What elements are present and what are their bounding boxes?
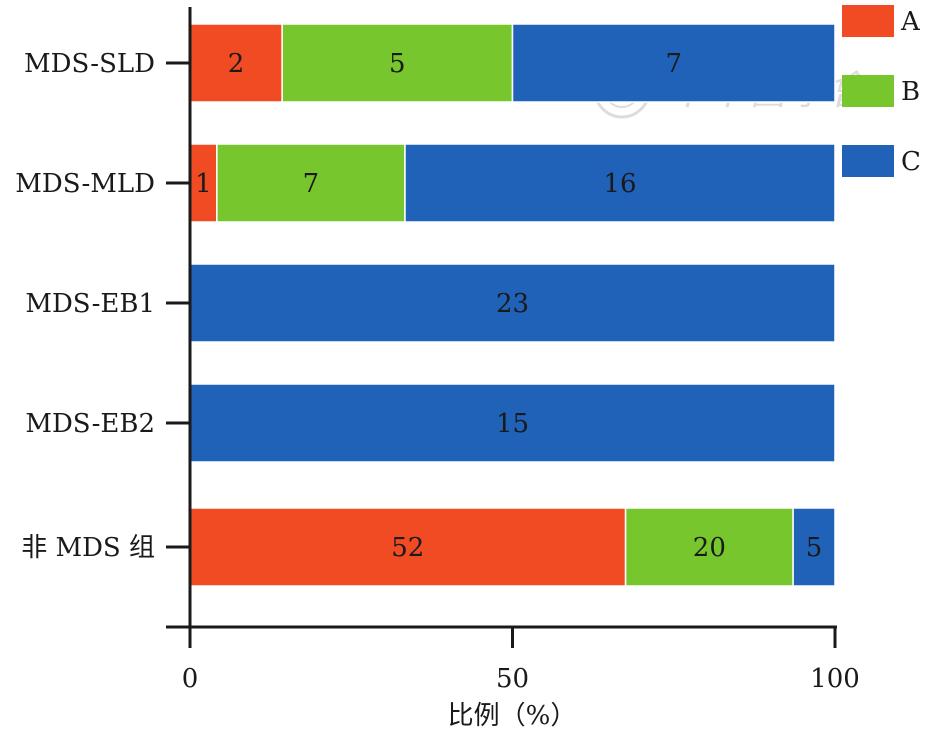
segment-label-c-5: 5 <box>806 533 823 563</box>
x-tick-label-0: 0 <box>182 664 199 694</box>
category-label-5: 非 MDS 组 <box>21 533 155 563</box>
bar-segment-b-2 <box>216 143 406 223</box>
bar-segment-c-5 <box>792 507 836 587</box>
legend-swatch-b <box>842 75 894 107</box>
bar-segment-a-5 <box>189 507 627 587</box>
segment-label-a-1: 2 <box>228 49 245 79</box>
x-axis-title: 比例（%） <box>448 701 577 731</box>
category-label-1: MDS-SLD <box>24 49 155 79</box>
segment-label-b-5: 20 <box>693 533 726 563</box>
segment-label-b-2: 7 <box>303 169 320 199</box>
segment-label-b-1: 5 <box>389 49 406 79</box>
bar-segment-c-3 <box>189 263 836 343</box>
bars-layer <box>189 23 836 587</box>
legend-label-a: A <box>900 7 921 37</box>
axes-layer: MDS-SLD MDS-MLD MDS-EB1 MDS-EB2 非 MDS 组 0 50 10… <box>15 7 860 694</box>
segment-label-a-5: 52 <box>391 533 424 563</box>
legend-label-b: B <box>901 77 920 107</box>
legend-swatch-c <box>842 145 894 177</box>
x-tick-label-100: 100 <box>810 664 860 694</box>
bar-segment-c-4 <box>189 383 836 463</box>
segment-label-a-2: 1 <box>195 169 212 199</box>
bar-segment-c-1 <box>511 23 836 103</box>
segment-label-c-1: 7 <box>665 49 682 79</box>
bar-segment-b-5 <box>624 507 794 587</box>
legend-swatch-a <box>842 5 894 37</box>
category-label-3: MDS-EB1 <box>25 289 155 319</box>
bar-segment-c-2 <box>404 143 836 223</box>
category-label-2: MDS-MLD <box>15 169 155 199</box>
category-label-4: MDS-EB2 <box>25 409 155 439</box>
segment-label-c-3: 23 <box>496 289 529 319</box>
bar-segment-a-1 <box>189 23 283 103</box>
segment-label-c-4: 15 <box>496 409 529 439</box>
legend: A B C <box>842 5 921 177</box>
x-tick-label-50: 50 <box>496 664 529 694</box>
segment-labels-layer: 2 5 7 1 7 16 23 15 52 20 5 <box>195 49 822 563</box>
segment-label-c-2: 16 <box>603 169 636 199</box>
legend-label-c: C <box>901 147 921 177</box>
